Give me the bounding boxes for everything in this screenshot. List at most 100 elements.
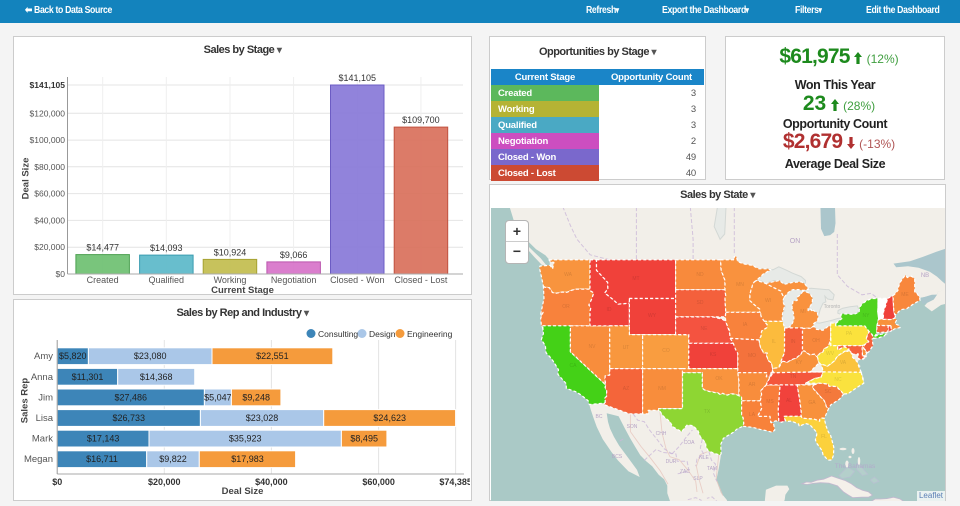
- svg-text:$74,385: $74,385: [439, 477, 470, 487]
- svg-text:$5,820: $5,820: [59, 351, 87, 361]
- svg-text:SC: SC: [825, 389, 832, 395]
- svg-text:OK: OK: [715, 376, 723, 382]
- svg-text:The Bahamas: The Bahamas: [835, 463, 876, 470]
- svg-text:DUR: DUR: [666, 459, 677, 465]
- svg-text:BC: BC: [596, 414, 603, 420]
- svg-text:AR: AR: [749, 382, 756, 388]
- svg-text:TAM: TAM: [707, 466, 717, 472]
- svg-text:AL: AL: [786, 398, 792, 404]
- svg-text:Closed - Lost: Closed - Lost: [394, 275, 448, 285]
- svg-text:WA: WA: [564, 272, 573, 278]
- svg-text:$5,047: $5,047: [204, 392, 232, 402]
- svg-text:SON: SON: [627, 424, 638, 430]
- svg-text:$17,983: $17,983: [231, 454, 264, 464]
- svg-text:UT: UT: [623, 345, 630, 351]
- svg-text:Toronto: Toronto: [824, 304, 841, 310]
- svg-text:$35,923: $35,923: [229, 434, 262, 444]
- svg-text:$8,495: $8,495: [350, 434, 378, 444]
- svg-text:CHH: CHH: [656, 431, 667, 437]
- svg-text:WY: WY: [648, 313, 657, 319]
- svg-text:KY: KY: [796, 360, 803, 366]
- svg-text:$100,000: $100,000: [30, 135, 66, 145]
- svg-text:Negotiation: Negotiation: [271, 275, 317, 285]
- svg-text:$60,000: $60,000: [362, 477, 395, 487]
- svg-text:$22,551: $22,551: [256, 351, 289, 361]
- svg-text:MS: MS: [766, 399, 774, 405]
- svg-text:$16,711: $16,711: [86, 454, 118, 464]
- svg-text:Closed - Won: Closed - Won: [330, 275, 384, 285]
- svg-text:ZAC: ZAC: [680, 469, 690, 475]
- svg-text:OR: OR: [562, 304, 570, 310]
- svg-text:$23,028: $23,028: [246, 413, 279, 423]
- svg-text:$20,000: $20,000: [34, 242, 65, 252]
- svg-text:$141,105: $141,105: [339, 73, 377, 83]
- svg-text:$80,000: $80,000: [34, 162, 65, 172]
- svg-text:OH: OH: [812, 338, 820, 344]
- svg-text:$14,477: $14,477: [86, 243, 119, 253]
- svg-text:$14,368: $14,368: [140, 372, 173, 382]
- svg-text:GA: GA: [808, 400, 816, 406]
- svg-text:$0: $0: [52, 477, 62, 487]
- svg-text:$20,000: $20,000: [148, 477, 181, 487]
- svg-text:Qualified: Qualified: [149, 275, 185, 285]
- svg-text:$26,733: $26,733: [113, 413, 146, 423]
- svg-text:Design: Design: [369, 329, 396, 339]
- svg-text:CA: CA: [570, 363, 578, 369]
- svg-text:$0: $0: [56, 269, 66, 279]
- svg-text:$120,000: $120,000: [30, 108, 66, 118]
- svg-text:SLP: SLP: [693, 476, 703, 482]
- svg-text:MI: MI: [800, 309, 806, 315]
- svg-text:NLE: NLE: [699, 455, 709, 461]
- svg-text:$109,700: $109,700: [402, 115, 440, 125]
- svg-text:$11,301: $11,301: [72, 372, 104, 382]
- svg-text:MT: MT: [632, 276, 639, 282]
- svg-text:COA: COA: [684, 440, 696, 446]
- svg-text:Consulting: Consulting: [318, 329, 358, 339]
- svg-text:WI: WI: [765, 298, 771, 304]
- svg-text:$23,080: $23,080: [134, 351, 167, 361]
- svg-text:SD: SD: [697, 300, 704, 306]
- svg-text:ND: ND: [696, 272, 704, 278]
- svg-text:NM: NM: [658, 386, 666, 392]
- svg-text:NE: NE: [701, 326, 709, 332]
- svg-text:Lisa: Lisa: [36, 413, 54, 424]
- svg-text:Created: Created: [87, 275, 119, 285]
- svg-text:$60,000: $60,000: [34, 189, 65, 199]
- svg-text:$24,623: $24,623: [373, 413, 406, 423]
- svg-text:IN: IN: [791, 339, 796, 345]
- svg-text:$9,822: $9,822: [159, 454, 187, 464]
- svg-text:IA: IA: [743, 322, 748, 328]
- svg-text:Megan: Megan: [24, 454, 53, 465]
- svg-text:$9,066: $9,066: [280, 250, 308, 260]
- svg-text:$10,924: $10,924: [214, 247, 247, 257]
- svg-text:KS: KS: [710, 352, 717, 358]
- svg-text:TX: TX: [704, 409, 711, 415]
- svg-text:MN: MN: [736, 282, 744, 288]
- svg-text:$14,093: $14,093: [150, 243, 183, 253]
- svg-text:$17,143: $17,143: [87, 434, 120, 444]
- svg-text:PA: PA: [846, 331, 853, 337]
- svg-text:NB: NB: [921, 273, 929, 279]
- svg-text:FL: FL: [821, 434, 827, 440]
- svg-text:Mark: Mark: [32, 434, 53, 445]
- svg-text:LA: LA: [749, 412, 756, 418]
- svg-text:Anna: Anna: [31, 372, 54, 383]
- svg-text:$40,000: $40,000: [255, 477, 288, 487]
- svg-text:CO: CO: [662, 348, 670, 354]
- svg-text:WV: WV: [826, 351, 835, 357]
- svg-text:ID: ID: [607, 307, 612, 313]
- svg-text:$141,105: $141,105: [30, 80, 66, 90]
- svg-text:Amy: Amy: [34, 351, 53, 362]
- svg-text:BCS: BCS: [612, 454, 623, 460]
- svg-text:NV: NV: [589, 344, 597, 350]
- svg-text:Jim: Jim: [38, 392, 53, 403]
- svg-text:VA: VA: [840, 360, 847, 366]
- svg-text:ON: ON: [790, 238, 801, 245]
- svg-text:$27,486: $27,486: [115, 392, 148, 402]
- svg-text:MO: MO: [748, 353, 756, 359]
- svg-text:IL: IL: [772, 339, 776, 345]
- svg-text:TN: TN: [790, 374, 797, 380]
- svg-text:$9,248: $9,248: [242, 392, 270, 402]
- svg-text:NY: NY: [863, 313, 871, 319]
- svg-text:$40,000: $40,000: [34, 215, 65, 225]
